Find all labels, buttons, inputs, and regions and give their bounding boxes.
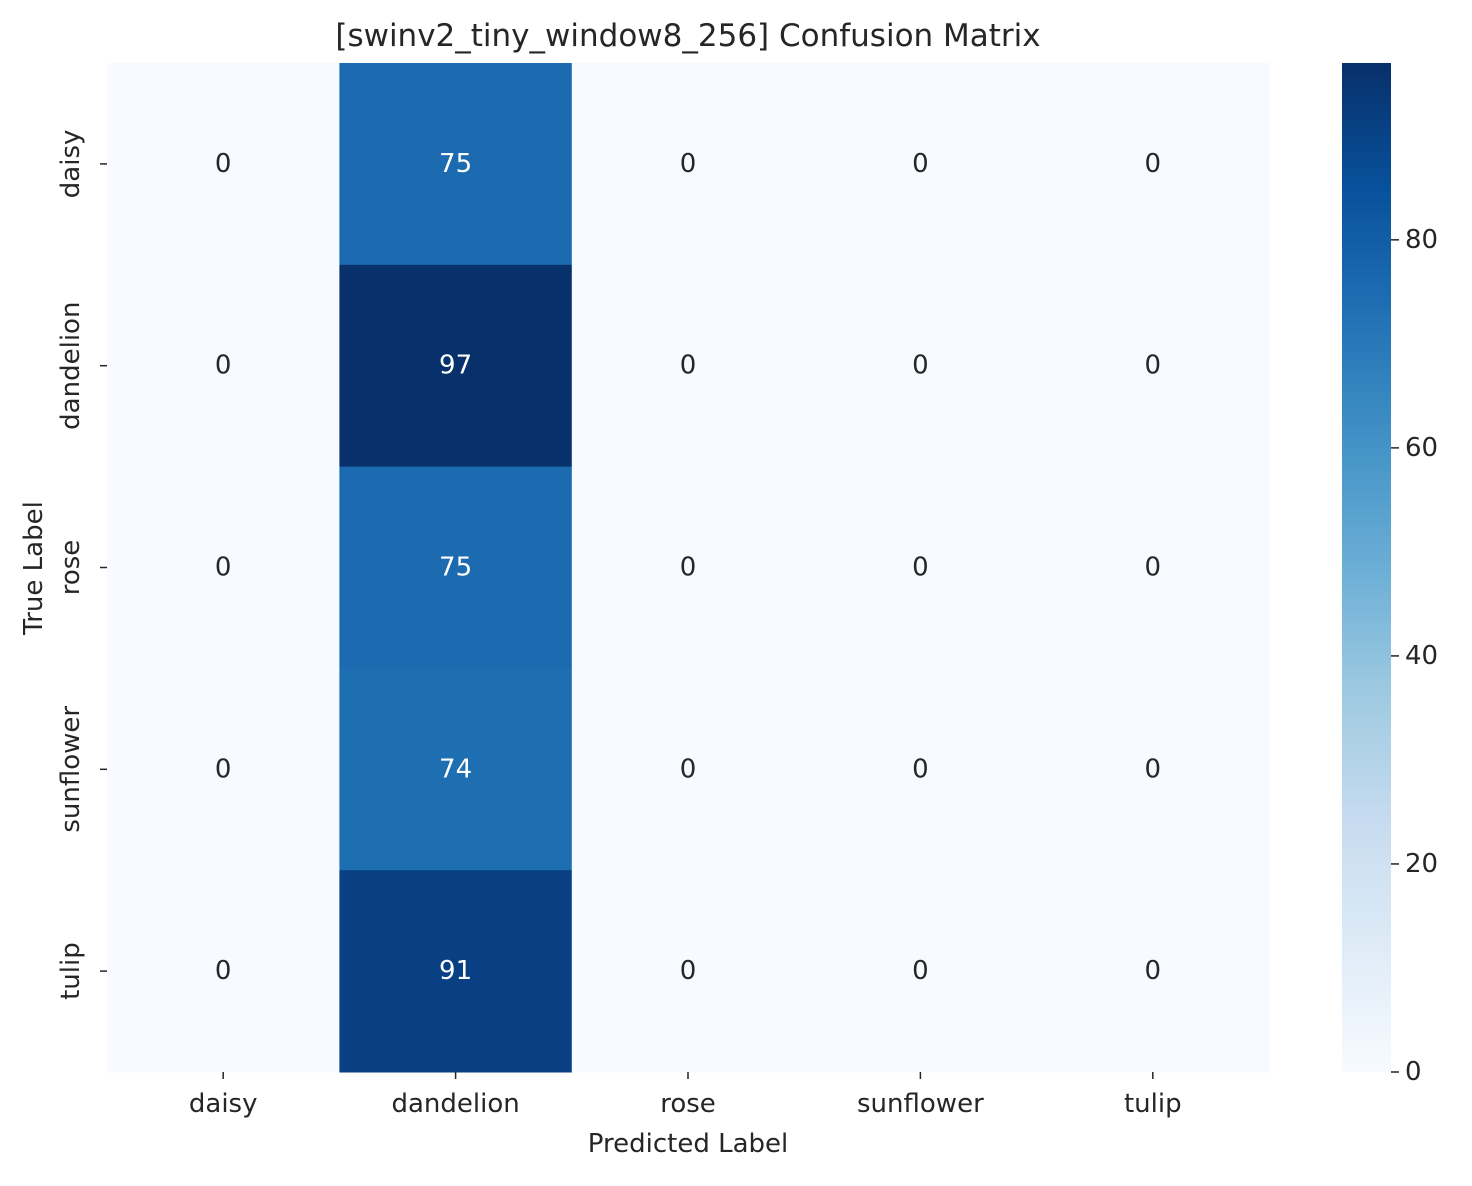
heatmap-cell-sunflower-dandelion	[339, 668, 573, 871]
heatmap-cell-rose-dandelion	[339, 466, 573, 669]
colorbar	[1342, 63, 1391, 1072]
heatmap-cell-tulip-tulip	[1036, 870, 1270, 1073]
cell-value-label: 0	[1145, 149, 1162, 179]
y-tick-label: tulip	[56, 942, 86, 1000]
cell-value-label: 0	[1145, 754, 1162, 784]
cell-value-label: 0	[215, 553, 232, 583]
cell-value-label: 0	[1145, 351, 1162, 381]
x-tick-label: daisy	[189, 1089, 258, 1119]
colorbar-tick-label: 20	[1405, 849, 1438, 879]
colorbar-tick-label: 40	[1405, 641, 1438, 671]
cell-value-label: 0	[912, 956, 929, 986]
heatmap-cell-dandelion-rose	[571, 264, 805, 468]
y-tick-label: daisy	[56, 130, 86, 199]
cell-value-label: 0	[215, 754, 232, 784]
x-tick-label: dandelion	[391, 1089, 519, 1119]
heatmap-cell-daisy-sunflower	[804, 63, 1038, 266]
cell-value-label: 0	[680, 149, 697, 179]
heatmap-cell-labels: 0 75 0 0 0 0 97 0 0 0 0 75 0 0 0 0 74 0 0 0 0 91 0 0 0	[215, 149, 1161, 986]
cell-value-label: 0	[680, 754, 697, 784]
cell-value-label: 0	[912, 553, 929, 583]
x-tick-label: tulip	[1124, 1089, 1182, 1119]
heatmap-cell-sunflower-daisy	[107, 668, 340, 871]
heatmap-cell-rose-sunflower	[804, 466, 1038, 669]
y-axis-label: True Label	[19, 501, 49, 636]
heatmap-cell-tulip-dandelion	[339, 870, 573, 1073]
heatmap-cell-sunflower-rose	[571, 668, 805, 871]
cell-value-label: 0	[1145, 956, 1162, 986]
cell-value-label: 0	[680, 956, 697, 986]
heatmap-cell-dandelion-daisy	[107, 264, 340, 468]
cell-value-label: 0	[912, 149, 929, 179]
cell-value-label: 0	[680, 351, 697, 381]
colorbar-tick-label: 0	[1405, 1057, 1422, 1087]
heatmap-cell-dandelion-sunflower	[804, 264, 1038, 468]
cell-value-label: 97	[439, 351, 472, 381]
heatmap-cell-daisy-daisy	[107, 63, 340, 266]
cell-value-label: 0	[912, 754, 929, 784]
cell-value-label: 0	[215, 956, 232, 986]
heatmap-cell-dandelion-dandelion	[339, 264, 573, 468]
cell-value-label: 74	[439, 754, 472, 784]
cell-value-label: 0	[1145, 553, 1162, 583]
heatmap-cell-tulip-rose	[571, 870, 805, 1073]
cell-value-label: 0	[215, 351, 232, 381]
heatmap-cells	[107, 63, 1270, 1073]
heatmap-cell-rose-daisy	[107, 466, 340, 669]
x-axis-label: Predicted Label	[588, 1129, 788, 1159]
y-tick-label: sunflower	[56, 706, 86, 833]
chart-title: [swinv2_tiny_window8_256] Confusion Matr…	[335, 18, 1040, 54]
cell-value-label: 0	[680, 553, 697, 583]
heatmap-cell-dandelion-tulip	[1036, 264, 1270, 468]
heatmap-cell-rose-rose	[571, 466, 805, 669]
cell-value-label: 0	[912, 351, 929, 381]
heatmap-cell-tulip-daisy	[107, 870, 340, 1073]
colorbar-tick-label: 80	[1405, 225, 1438, 255]
y-axis-ticks: daisy dandelion rose sunflower tulip	[56, 130, 107, 1000]
heatmap-cell-daisy-tulip	[1036, 63, 1270, 266]
heatmap-cell-daisy-dandelion	[339, 63, 573, 266]
heatmap-cell-tulip-sunflower	[804, 870, 1038, 1073]
colorbar-ticks: 0 20 40 60 80	[1391, 225, 1438, 1087]
cell-value-label: 75	[439, 149, 472, 179]
cell-value-label: 0	[215, 149, 232, 179]
colorbar-tick-label: 60	[1405, 433, 1438, 463]
y-tick-label: rose	[56, 540, 86, 596]
x-tick-label: sunflower	[857, 1089, 984, 1119]
x-tick-label: rose	[660, 1089, 716, 1119]
heatmap-cell-sunflower-tulip	[1036, 668, 1270, 871]
cell-value-label: 75	[439, 553, 472, 583]
y-tick-label: dandelion	[56, 302, 86, 430]
heatmap-cell-sunflower-sunflower	[804, 668, 1038, 871]
x-axis-ticks: daisy dandelion rose sunflower tulip	[189, 1072, 1182, 1119]
heatmap-cell-daisy-rose	[571, 63, 805, 266]
cell-value-label: 91	[439, 956, 472, 986]
heatmap-cell-rose-tulip	[1036, 466, 1270, 669]
